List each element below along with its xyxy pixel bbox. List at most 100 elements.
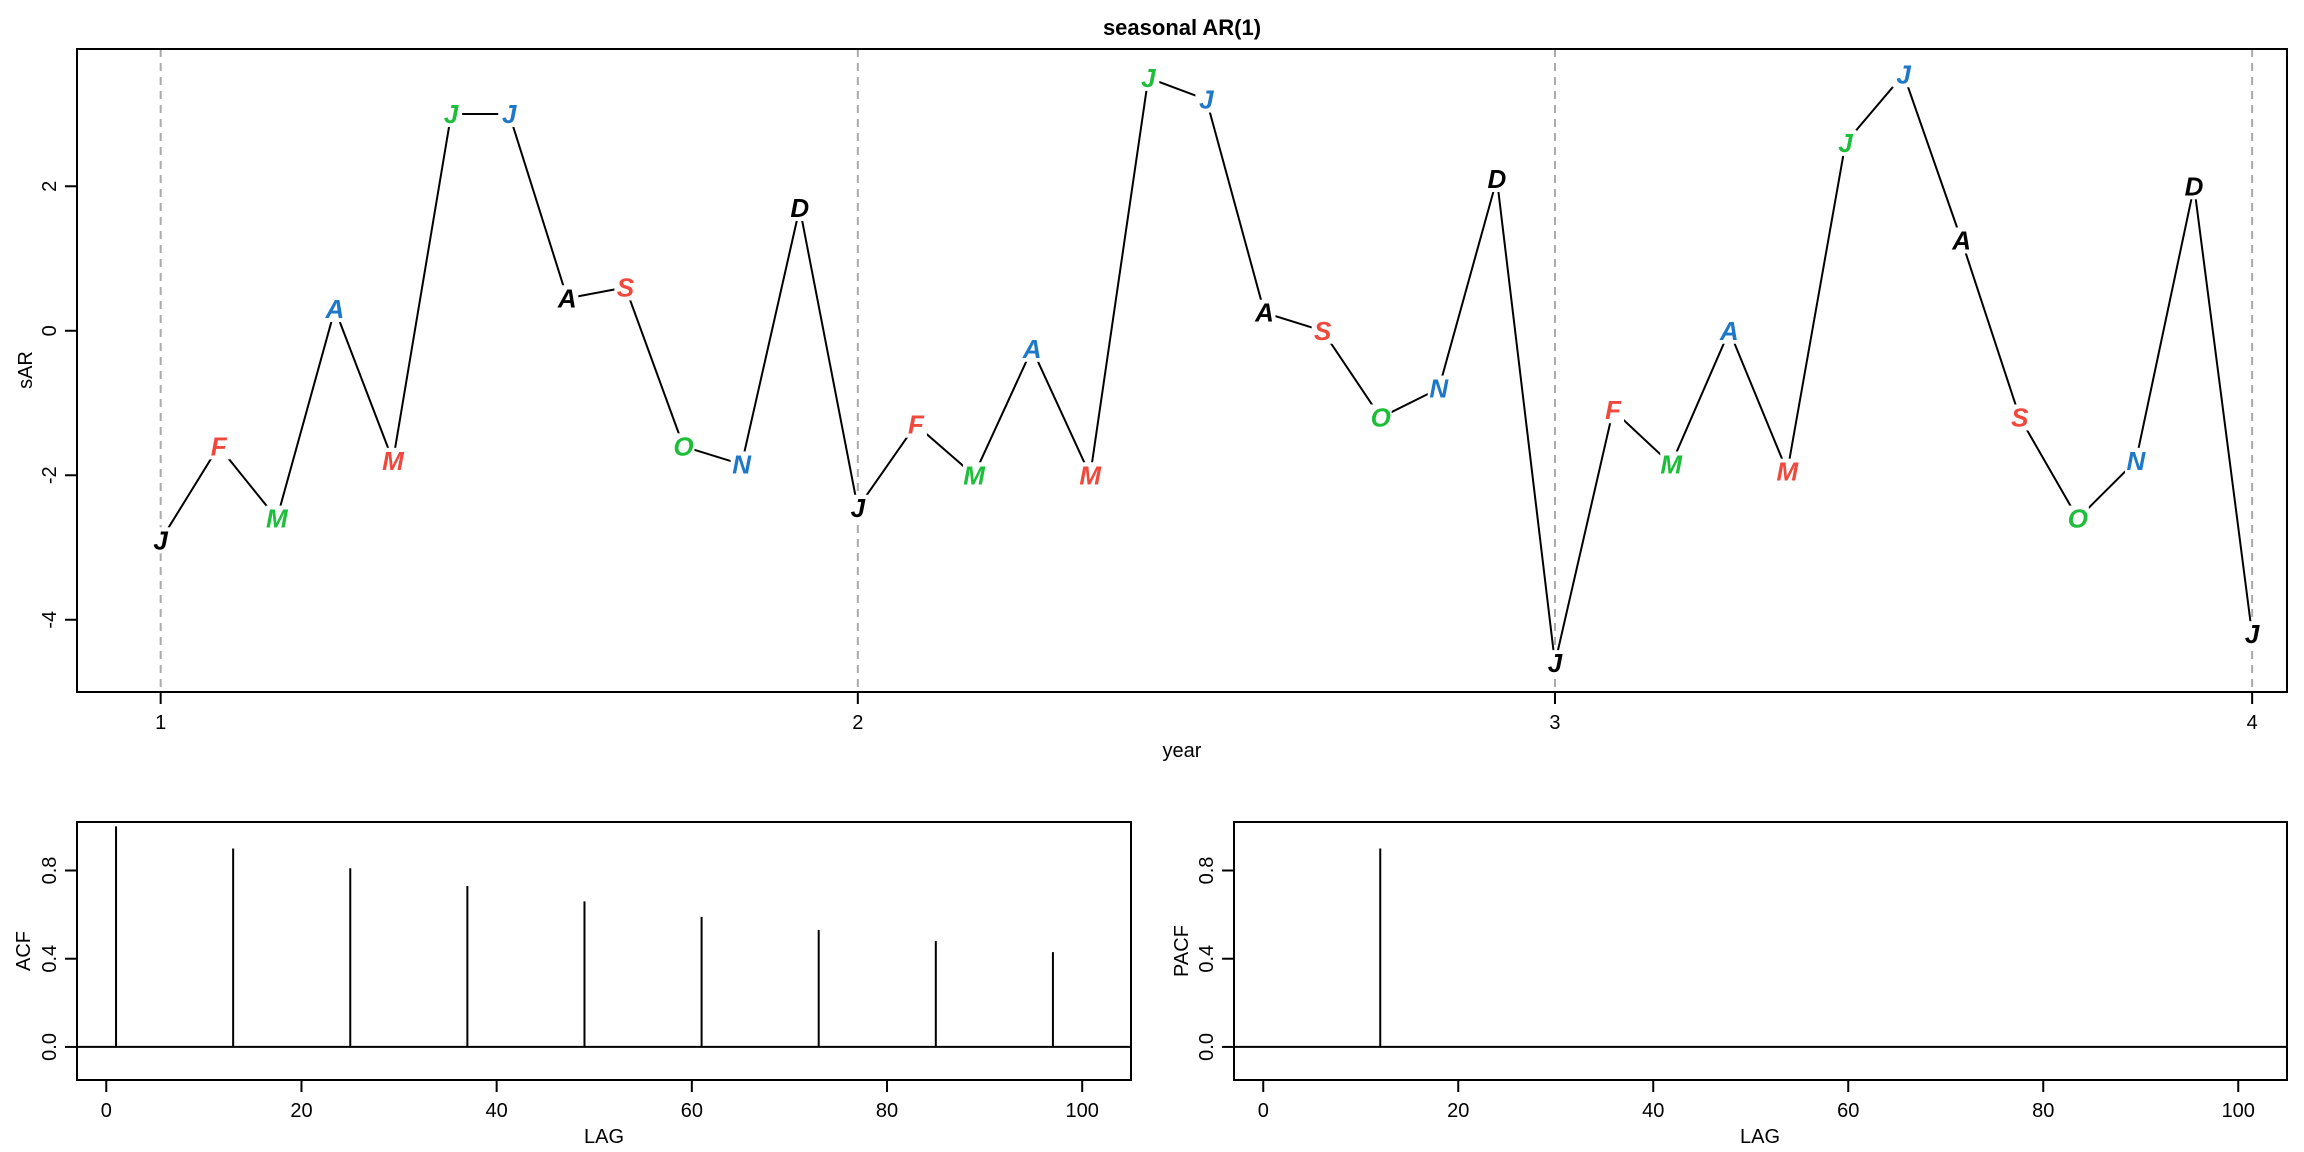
data-point-label: A [1254, 298, 1274, 328]
data-point-label: A [1951, 225, 1971, 255]
point-mask [440, 101, 463, 128]
data-point-label: J [1838, 128, 1853, 158]
x-tick-label: 1 [155, 712, 166, 734]
point-mask [788, 194, 811, 221]
data-point-label: J [502, 99, 517, 129]
data-point-label: D [2185, 171, 2204, 201]
point-mask [1137, 64, 1160, 91]
month-labels: J F M A M J J A S O N D J F M A M J J A S O N D J F M A M J J A S O N D J [149, 59, 2264, 678]
point-mask [1834, 129, 1857, 156]
point-mask [1543, 650, 1566, 677]
pacf-x-axis-label: LAG [1740, 1126, 1780, 1148]
acf-bars [77, 826, 1131, 1048]
x-tick-label: 3 [1549, 712, 1560, 734]
point-mask [1311, 317, 1334, 344]
acf-panel: 0 20 40 60 80 100 0.0 0.4 0.8 LAG ACF [13, 821, 1132, 1148]
y-tick-label: 0.0 [39, 1033, 61, 1061]
point-mask [2241, 621, 2264, 648]
data-point-label: J [153, 525, 168, 555]
point-mask [1602, 397, 1625, 424]
point-mask [1892, 61, 1915, 88]
data-point-label: J [1896, 59, 1911, 89]
data-point-label: J [444, 99, 459, 129]
point-mask [556, 285, 579, 312]
point-mask [207, 433, 230, 460]
point-mask [265, 505, 288, 532]
pacf-frame [1233, 821, 2288, 1081]
point-mask [904, 411, 927, 438]
data-point-label: A [1719, 316, 1739, 346]
x-tick-label: 80 [876, 1100, 898, 1122]
point-mask [730, 451, 753, 478]
point-mask [2066, 505, 2089, 532]
data-point-label: O [2068, 504, 2088, 534]
point-mask [2183, 173, 2206, 200]
data-point-label: M [963, 460, 986, 490]
point-mask [149, 527, 172, 554]
y-tick-label: 0.8 [1196, 857, 1218, 885]
x-tick-label: 0 [1258, 1100, 1269, 1122]
data-point-label: J [1548, 648, 1563, 678]
y-tick-label: 0.8 [39, 857, 61, 885]
data-point-label: N [732, 449, 752, 479]
data-point-label: M [1079, 460, 1102, 490]
pacf-x-axis: 0 20 40 60 80 100 [1258, 1080, 2255, 1122]
data-point-label: N [2127, 446, 2147, 476]
acf-frame [76, 821, 1132, 1081]
x-axis: 1 2 3 4 [155, 692, 2258, 734]
data-point-label: J [1141, 63, 1156, 93]
x-axis-label: year [1163, 740, 1202, 762]
pacf-y-axis: 0.0 0.4 0.8 [1196, 857, 1234, 1061]
y-tick-label: 0.4 [1196, 945, 1218, 973]
data-point-label: S [1314, 316, 1332, 346]
data-point-label: F [908, 410, 925, 440]
point-mask [2124, 447, 2147, 474]
y-tick-label: 0 [39, 325, 61, 336]
point-mask [1253, 299, 1276, 326]
y-tick-label: 2 [39, 181, 61, 192]
x-tick-label: 60 [1837, 1100, 1859, 1122]
y-tick-label: 0.0 [1196, 1033, 1218, 1061]
x-tick-label: 60 [681, 1100, 703, 1122]
y-axis-label: sAR [15, 351, 37, 389]
data-point-label: D [790, 193, 809, 223]
point-mask [614, 274, 637, 301]
point-mask [1021, 335, 1044, 362]
x-tick-label: 40 [1642, 1100, 1664, 1122]
point-mask [1950, 227, 1973, 254]
point-mask [1660, 451, 1683, 478]
data-point-label: S [2011, 402, 2029, 432]
data-point-label: M [382, 446, 405, 476]
point-mask [498, 101, 521, 128]
data-point-label: J [2245, 619, 2260, 649]
data-point-label: N [1429, 374, 1449, 404]
point-mask [323, 296, 346, 323]
point-mask [2008, 404, 2031, 431]
data-point-label: F [211, 431, 228, 461]
point-mask [1079, 462, 1102, 489]
x-tick-label: 2 [852, 712, 863, 734]
point-mask [1427, 375, 1450, 402]
y-tick-label: 0.4 [39, 945, 61, 973]
data-point-label: O [1371, 402, 1391, 432]
point-mask [382, 447, 405, 474]
point-mask [1718, 317, 1741, 344]
x-tick-label: 20 [290, 1100, 312, 1122]
series-line [159, 72, 2254, 664]
point-mask [1776, 458, 1799, 485]
reference-lines [159, 49, 2254, 692]
y-tick-label: -2 [39, 466, 61, 484]
pacf-y-axis-label: PACF [1171, 925, 1193, 977]
x-tick-label: 80 [2032, 1100, 2054, 1122]
plot-frame [76, 48, 2288, 693]
data-point-label: M [266, 504, 289, 534]
x-tick-label: 20 [1447, 1100, 1469, 1122]
point-mask [846, 494, 869, 521]
x-tick-label: 0 [101, 1100, 112, 1122]
acf-x-axis: 0 20 40 60 80 100 [101, 1080, 1099, 1122]
point-mask [672, 433, 695, 460]
data-point-label: S [617, 272, 635, 302]
x-tick-label: 100 [2222, 1100, 2255, 1122]
acf-y-axis-label: ACF [13, 931, 35, 971]
